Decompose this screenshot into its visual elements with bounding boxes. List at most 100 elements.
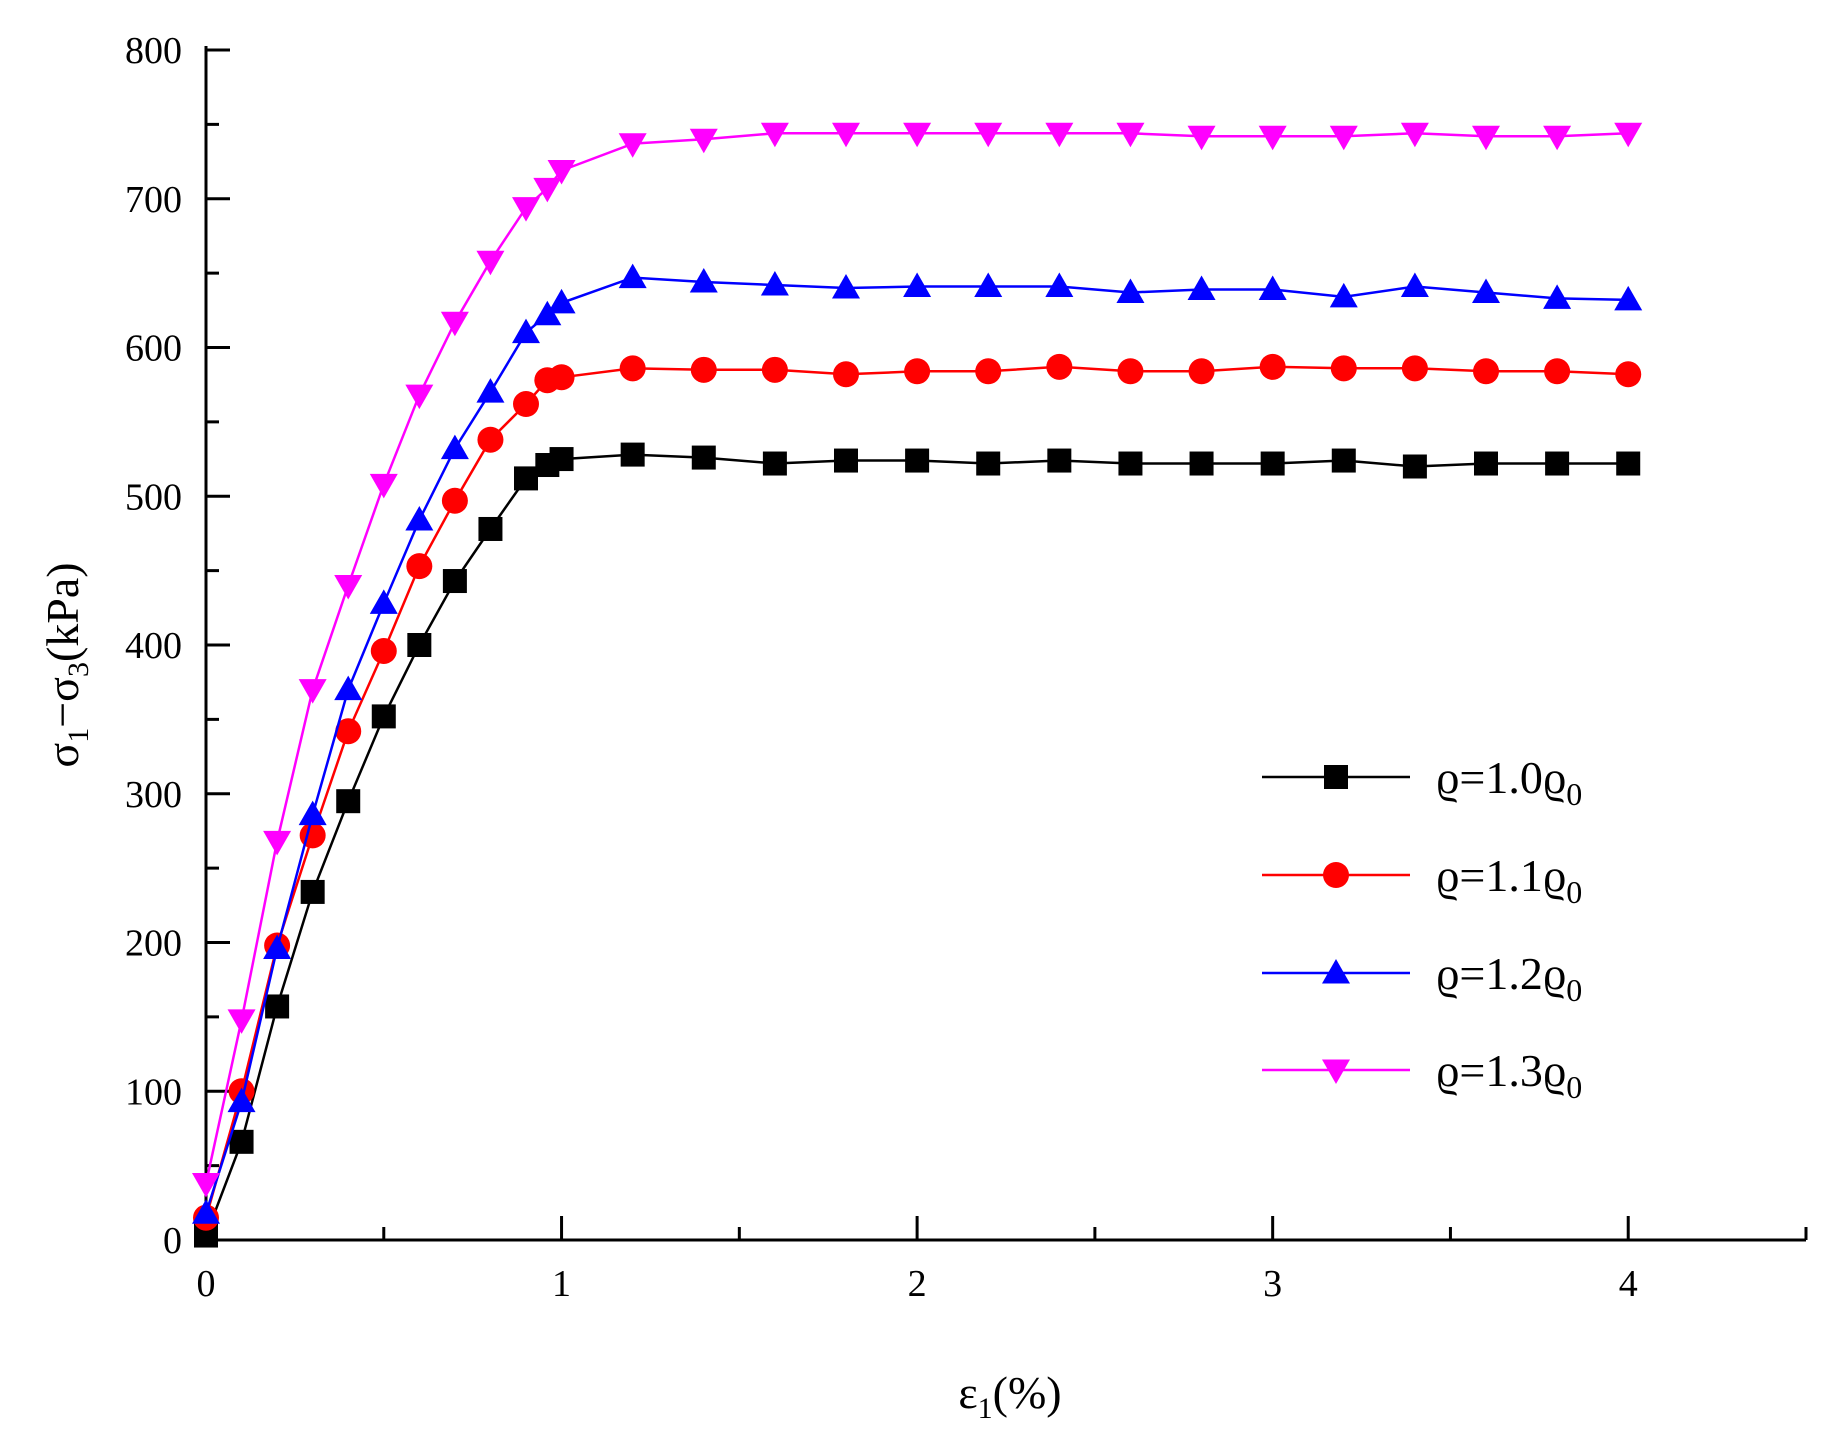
x-tick-label: 3 [1263, 1263, 1282, 1305]
y-tick-label: 200 [125, 923, 182, 965]
x-tick-label: 2 [908, 1263, 927, 1305]
legend-marker [1323, 862, 1349, 888]
data-point [227, 1009, 256, 1034]
legend-marker [1324, 765, 1348, 789]
data-point [1614, 122, 1643, 148]
data-point [903, 272, 932, 298]
data-point [1116, 278, 1145, 303]
legend-label: ϱ=1.2ϱ0 [1436, 948, 1582, 1008]
data-point [976, 451, 1001, 476]
data-point [298, 679, 327, 704]
data-point [533, 177, 562, 203]
x-tick-label: 0 [197, 1263, 216, 1305]
data-point [689, 268, 718, 293]
legend-marker [1322, 959, 1350, 984]
data-point [548, 364, 575, 391]
data-point [371, 704, 396, 729]
data-point [263, 934, 292, 959]
x-tick-label: 4 [1619, 1263, 1638, 1305]
legend-label-sub: 0 [1566, 874, 1582, 910]
data-point [1543, 284, 1572, 309]
data-point [620, 442, 645, 467]
legend-label-sub: 0 [1566, 972, 1582, 1008]
legend-label-main: ϱ=1.1ϱ [1436, 850, 1566, 901]
legend-label: ϱ=1.0ϱ0 [1436, 752, 1582, 812]
data-point [1258, 125, 1287, 151]
data-point [369, 473, 398, 499]
data-point [834, 448, 858, 473]
data-point [1614, 285, 1643, 311]
data-point [549, 447, 574, 472]
data-point [477, 426, 504, 453]
data-point [832, 274, 860, 299]
data-point [370, 637, 397, 664]
data-point [1118, 451, 1143, 476]
data-point [1474, 451, 1498, 476]
legend-item-4: ϱ=1.3ϱ0 [1262, 1045, 1582, 1105]
data-point [336, 789, 361, 814]
data-point [974, 272, 1003, 298]
y-tick-label: 400 [125, 625, 182, 667]
axes: 0 100 200 300 400 500 600 700 800 0 1 2 3 4 [125, 30, 1808, 1305]
data-point [405, 506, 434, 531]
legend-label-main: ϱ=1.0ϱ [1436, 752, 1566, 803]
data-point [1046, 353, 1073, 380]
data-point [1189, 451, 1214, 476]
data-point [760, 122, 789, 148]
data-point [974, 122, 1003, 148]
legend-item-2: ϱ=1.1ϱ0 [1262, 850, 1582, 910]
series-4 [192, 122, 1643, 1198]
data-point [1329, 125, 1358, 151]
data-point [476, 378, 505, 403]
data-point [478, 516, 503, 541]
data-point [760, 271, 789, 296]
data-point [689, 128, 718, 154]
data-point [547, 288, 576, 314]
data-point [905, 448, 930, 473]
data-point [512, 318, 540, 344]
data-point [1188, 358, 1215, 385]
data-point [440, 311, 469, 337]
data-point [1545, 451, 1570, 476]
legend-marker [1322, 1059, 1350, 1084]
legend-label-sub: 0 [1566, 776, 1582, 812]
y-axis-title: σ1−σ3(kPa) [37, 562, 95, 767]
data-point [263, 830, 292, 856]
data-point [1187, 275, 1216, 300]
data-point [514, 466, 538, 491]
x-axis-title: ε1(%) [958, 1367, 1061, 1425]
legend-label-main: ϱ=1.3ϱ [1436, 1045, 1566, 1096]
data-point [691, 445, 716, 470]
data-point [1543, 125, 1572, 151]
data-point [1045, 272, 1074, 298]
data-point [618, 133, 647, 158]
data-point [690, 356, 717, 383]
data-point [513, 391, 539, 418]
data-point [1472, 125, 1500, 151]
data-point [1260, 451, 1285, 476]
y-tick-label: 100 [125, 1071, 182, 1113]
data-point [229, 1129, 254, 1154]
data-point [1045, 122, 1074, 148]
data-point [1331, 448, 1356, 473]
series-1 [194, 442, 1641, 1248]
data-point [476, 250, 505, 276]
data-point [904, 358, 931, 385]
y-tick-label: 300 [125, 774, 182, 816]
data-series-group [192, 122, 1643, 1248]
legend-item-3: ϱ=1.2ϱ0 [1262, 948, 1582, 1008]
data-point [1402, 454, 1427, 479]
x-tick-label: 1 [552, 1263, 571, 1305]
data-point [300, 879, 325, 904]
data-point [334, 575, 363, 600]
data-point [762, 451, 787, 476]
data-point [441, 487, 468, 514]
data-point [1330, 355, 1357, 382]
data-point [761, 356, 788, 383]
data-point [1615, 361, 1642, 388]
series-2 [193, 353, 1642, 1231]
data-point [1473, 358, 1499, 385]
data-point [1116, 122, 1145, 148]
legend-item-1: ϱ=1.0ϱ0 [1262, 752, 1582, 812]
